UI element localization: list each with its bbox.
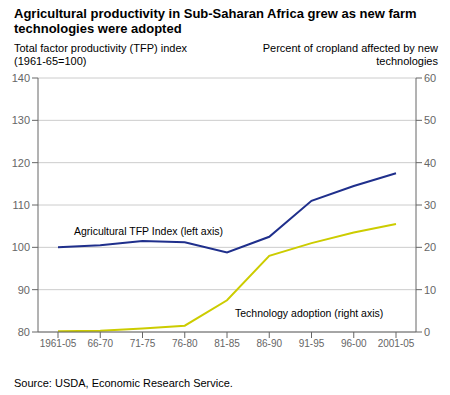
svg-text:30: 30 bbox=[424, 199, 436, 211]
svg-text:90: 90 bbox=[18, 284, 30, 296]
svg-text:2001-05: 2001-05 bbox=[378, 338, 415, 349]
html-text:Total factor productivity (TFP: Total factor productivity (TFP) index (1… bbox=[14, 42, 187, 67]
svg-text:0: 0 bbox=[424, 326, 430, 338]
html-text:Percent of cropland affected b: Percent of cropland affected by new tech… bbox=[262, 42, 438, 67]
svg-text:1961-05: 1961-05 bbox=[40, 338, 77, 349]
svg-text:130: 130 bbox=[12, 114, 30, 126]
svg-text:40: 40 bbox=[424, 157, 436, 169]
svg-text:20: 20 bbox=[424, 241, 436, 253]
svg-text:80: 80 bbox=[18, 326, 30, 338]
svg-text:100: 100 bbox=[12, 241, 30, 253]
svg-text:50: 50 bbox=[424, 114, 436, 126]
svg-text:140: 140 bbox=[12, 72, 30, 84]
svg-text:120: 120 bbox=[12, 157, 30, 169]
svg-text:66-70: 66-70 bbox=[87, 338, 113, 349]
svg-text:10: 10 bbox=[424, 284, 436, 296]
svg-text:71-75: 71-75 bbox=[130, 338, 156, 349]
svg-text:81-85: 81-85 bbox=[214, 338, 240, 349]
svg-text:96-00: 96-00 bbox=[341, 338, 367, 349]
html-text:Agricultural productivity in S: Agricultural productivity in Sub-Saharan… bbox=[14, 6, 417, 36]
svg-text:Agricultural TFP Index (left a: Agricultural TFP Index (left axis) bbox=[74, 225, 223, 237]
svg-text:110: 110 bbox=[12, 199, 30, 211]
html-text:Source: USDA, Economic Researc: Source: USDA, Economic Research Service. bbox=[14, 377, 233, 389]
svg-text:Technology adoption (right axi: Technology adoption (right axis) bbox=[235, 307, 383, 319]
svg-text:76-80: 76-80 bbox=[172, 338, 198, 349]
svg-text:60: 60 bbox=[424, 72, 436, 84]
svg-text:86-90: 86-90 bbox=[256, 338, 282, 349]
svg-text:91-95: 91-95 bbox=[299, 338, 325, 349]
